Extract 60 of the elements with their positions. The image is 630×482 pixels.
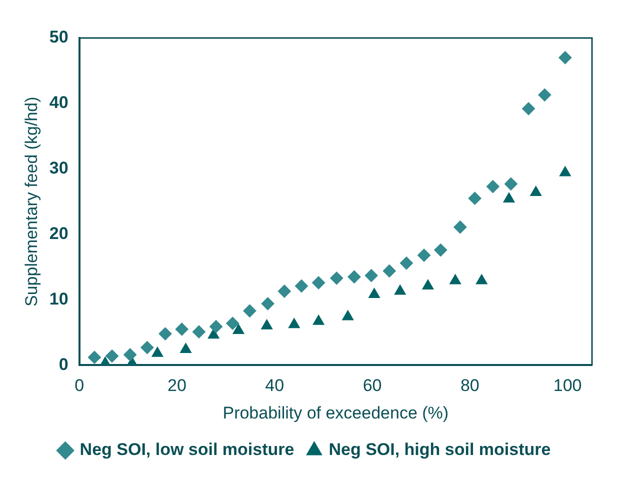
y-tick-label: 30	[49, 158, 68, 178]
point	[278, 284, 291, 298]
point	[476, 274, 488, 284]
point	[538, 88, 552, 102]
x-tick-label: 40	[265, 376, 284, 396]
point	[243, 304, 256, 318]
x-tick-label: 100	[553, 376, 582, 396]
point	[106, 350, 119, 363]
point	[454, 220, 467, 234]
y-tick-label: 40	[49, 93, 68, 112]
point	[468, 192, 482, 205]
point	[232, 324, 244, 334]
point	[559, 166, 571, 176]
legend-label: Neg SOI, low soil moisture	[80, 440, 294, 460]
y-tick-label: 20	[49, 224, 68, 244]
point	[486, 180, 500, 194]
legend-label: Neg SOI, high soil moisture	[328, 440, 551, 460]
point	[226, 316, 240, 330]
point	[312, 276, 326, 290]
point	[261, 319, 273, 330]
point	[261, 297, 274, 310]
y-tick-label: 50	[49, 28, 68, 47]
point	[522, 102, 536, 116]
point	[434, 244, 448, 257]
point	[180, 342, 192, 353]
x-tick-label: 60	[362, 376, 382, 396]
point	[158, 327, 172, 340]
point	[348, 270, 361, 284]
point	[368, 288, 380, 298]
point	[288, 318, 300, 328]
point	[140, 341, 154, 354]
point	[175, 322, 188, 336]
x-tick-label: 80	[460, 376, 480, 396]
point	[382, 264, 396, 278]
x-tick-label: 0	[74, 376, 84, 396]
point	[192, 325, 206, 338]
y-axis-title: Supplementary feed (kg/hd)	[22, 96, 41, 306]
point	[152, 346, 164, 357]
point	[530, 186, 542, 196]
x-axis-title: Probability of exceedence (%)	[222, 403, 449, 422]
point	[210, 320, 223, 334]
point	[450, 274, 461, 284]
point	[503, 192, 515, 202]
point	[364, 269, 378, 282]
point	[88, 350, 101, 364]
y-tick-label: 0	[58, 354, 68, 374]
point	[504, 177, 518, 190]
point	[400, 256, 413, 270]
point	[422, 280, 434, 290]
point	[558, 51, 572, 64]
point	[330, 272, 344, 285]
point	[342, 310, 354, 320]
x-tick-label: 20	[168, 376, 186, 396]
point	[312, 314, 324, 325]
point	[418, 248, 431, 262]
point	[394, 284, 406, 295]
point	[208, 328, 220, 339]
y-tick-label: 10	[49, 289, 68, 308]
point	[124, 348, 137, 362]
point	[294, 280, 308, 293]
